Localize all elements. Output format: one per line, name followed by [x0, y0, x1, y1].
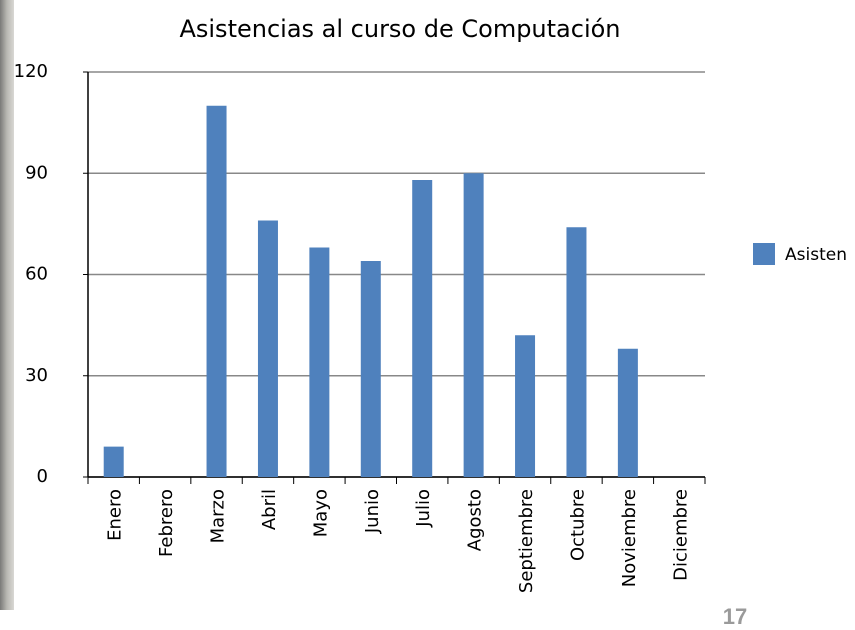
page-number: 17 — [723, 604, 747, 629]
bar — [257, 220, 278, 477]
y-tick-label: 0 — [37, 466, 48, 487]
x-tick-label: Septiembre — [516, 489, 537, 593]
bar — [206, 105, 227, 477]
chart-title: Asistencias al curso de Computación — [179, 15, 620, 43]
x-tick-label: Julio — [413, 489, 434, 528]
legend-label: Asisten — [785, 245, 847, 265]
x-tick-label: Agosto — [465, 489, 486, 551]
bar — [617, 348, 638, 477]
bar — [515, 335, 536, 477]
y-tick-label: 30 — [25, 365, 48, 386]
x-tick-label: Febrero — [156, 489, 177, 557]
x-tick-label: Noviembre — [619, 489, 640, 587]
x-tick-label: Junio — [362, 489, 383, 534]
y-tick-label: 60 — [25, 264, 48, 285]
x-tick-label: Diciembre — [670, 489, 691, 581]
bar — [412, 180, 433, 477]
bar — [463, 173, 484, 477]
y-tick-label: 120 — [14, 61, 48, 82]
legend-swatch — [753, 243, 775, 265]
bar — [360, 261, 381, 477]
bar — [566, 227, 587, 477]
x-tick-label: Octubre — [567, 489, 588, 561]
bar — [309, 247, 330, 477]
x-tick-label: Abril — [259, 489, 280, 530]
photo-strip — [0, 0, 14, 610]
y-tick-label: 90 — [25, 162, 48, 183]
bar — [103, 446, 124, 477]
x-tick-label: Mayo — [310, 489, 331, 537]
x-tick-label: Enero — [105, 489, 126, 541]
x-tick-label: Marzo — [208, 489, 229, 543]
